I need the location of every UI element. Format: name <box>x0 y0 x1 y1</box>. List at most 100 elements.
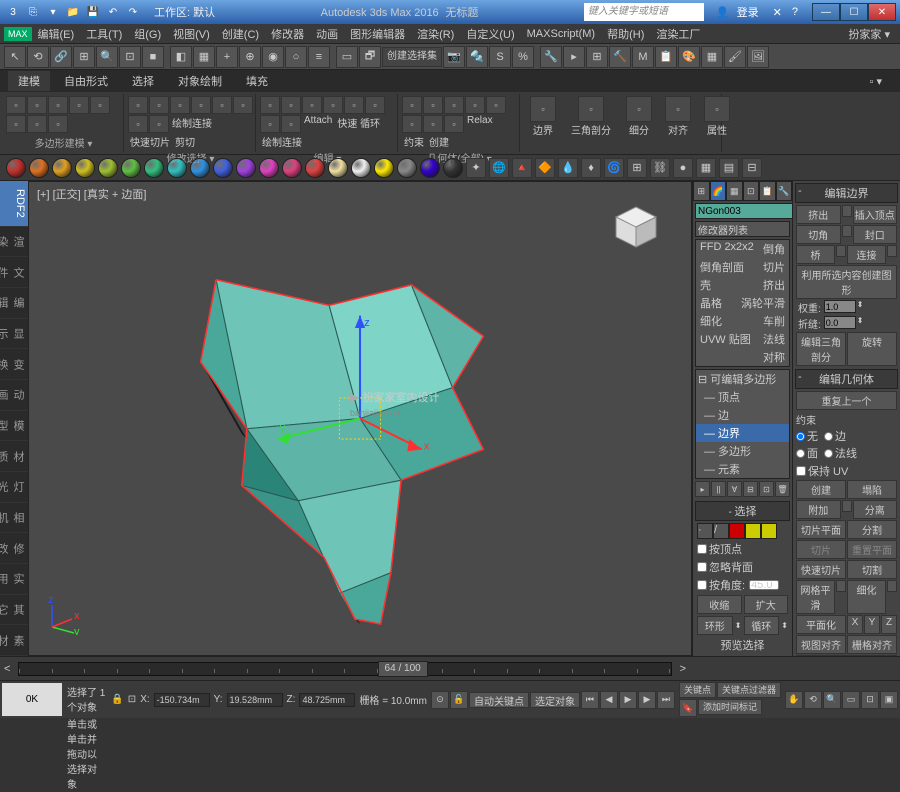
extrude-settings-icon[interactable] <box>842 205 852 217</box>
toolbar-button-21[interactable]: ▸ <box>563 46 585 68</box>
msmooth-button[interactable]: 网格平滑 <box>796 580 835 614</box>
qat-open-icon[interactable]: 📁 <box>64 3 82 21</box>
ribbon-big-button[interactable]: ▫三角剖分 <box>563 96 619 150</box>
stack-item[interactable]: — 顶点 <box>696 388 789 406</box>
toolbar-button-9[interactable]: + <box>216 46 238 68</box>
tessellate-button[interactable]: 细化 <box>847 580 886 614</box>
toolbar-button-22[interactable]: ⊞ <box>586 46 608 68</box>
left-tab-0[interactable]: RDF2 <box>0 181 28 227</box>
ribbon-group-label[interactable]: 多边形建模 ▾ <box>6 135 121 150</box>
stack-tool-1[interactable]: || <box>711 481 726 497</box>
modifier-preset-list[interactable]: FFD 2x2x2倒角倒角剖面切片壳挤出晶格涡轮平滑细化车削UVW 贴图法线对称 <box>695 239 790 367</box>
create-button[interactable]: 创建 <box>796 480 846 499</box>
material-sphere-5[interactable] <box>121 158 141 178</box>
ribbon-tab-populate[interactable]: 填充 <box>236 71 278 91</box>
qat-new-icon[interactable]: ⎘ <box>24 3 42 21</box>
ribbon-icon[interactable]: ▫ <box>90 96 110 114</box>
edge-level-icon[interactable]: / <box>713 523 729 539</box>
menu-renderfactory[interactable]: 渲染工厂 <box>650 26 706 42</box>
ribbon-icon[interactable]: ▫ <box>191 96 211 114</box>
sel-lock-icon[interactable]: 🔓 <box>450 691 468 709</box>
material-sphere-1[interactable] <box>29 158 49 178</box>
toolbar-button-19[interactable]: % <box>512 46 534 68</box>
modifier-list-dropdown[interactable]: 修改器列表 <box>695 221 790 237</box>
left-tab-2[interactable]: 文件 <box>0 257 28 288</box>
menu-render[interactable]: 渲染(R) <box>411 26 460 42</box>
toolbar-button-8[interactable]: ▦ <box>193 46 215 68</box>
ribbon-big-button[interactable]: ▫细分 <box>620 96 658 150</box>
toolbar-button-18[interactable]: S <box>489 46 511 68</box>
ribbon-icon[interactable]: ▫ <box>149 96 169 114</box>
left-tab-12[interactable]: 实用 <box>0 564 28 595</box>
zoom-ext-icon[interactable]: ⊡ <box>861 691 879 709</box>
ribbon-icon[interactable]: ▫ <box>27 96 47 114</box>
material-tool-2[interactable]: 🔺 <box>512 158 532 178</box>
constrain-face-radio[interactable] <box>796 449 805 458</box>
menu-modifiers[interactable]: 修改器 <box>265 26 310 42</box>
material-sphere-2[interactable] <box>52 158 72 178</box>
ribbon-icon[interactable]: ▫ <box>149 115 169 133</box>
edit-tri-button[interactable]: 编辑三角剖分 <box>796 332 846 366</box>
vertex-level-icon[interactable]: · <box>697 523 713 539</box>
ribbon-icon[interactable]: ▫ <box>233 96 253 114</box>
material-sphere-8[interactable] <box>190 158 210 178</box>
toolbar-button-2[interactable]: 🔗 <box>50 46 72 68</box>
z-input[interactable] <box>299 693 355 707</box>
material-sphere-16[interactable] <box>374 158 394 178</box>
cap-button[interactable]: 封口 <box>853 225 898 244</box>
modifier-preset-row[interactable]: 倒角剖面切片 <box>696 258 789 276</box>
ribbon-icon[interactable]: ▫ <box>69 96 89 114</box>
by-angle-checkbox[interactable] <box>697 580 707 590</box>
ribbon-icon[interactable]: ▫ <box>402 96 422 114</box>
ribbon-icon[interactable]: ▫ <box>302 96 322 114</box>
qat-redo-icon[interactable]: ↷ <box>124 3 142 21</box>
material-tool-3[interactable]: 🔶 <box>535 158 555 178</box>
material-tool-0[interactable]: ✦ <box>466 158 486 178</box>
close-button[interactable]: ✕ <box>868 3 896 21</box>
left-tab-5[interactable]: 变换 <box>0 349 28 380</box>
left-tab-1[interactable]: 渲染 <box>0 227 28 258</box>
material-tool-12[interactable]: ⊟ <box>742 158 762 178</box>
ribbon-icon[interactable]: ▫ <box>444 115 464 133</box>
ribbon-big-button[interactable]: ▫边界 <box>524 96 562 150</box>
material-tool-6[interactable]: 🌀 <box>604 158 624 178</box>
ribbon-icon[interactable]: ▫ <box>260 96 280 114</box>
menu-maxscript[interactable]: MAXScript(M) <box>521 28 601 40</box>
modifier-preset-row[interactable]: UVW 贴图法线 <box>696 330 789 348</box>
material-sphere-18[interactable] <box>420 158 440 178</box>
stack-item[interactable]: — 边界 <box>696 424 789 442</box>
qat-save-icon[interactable]: 💾 <box>84 3 102 21</box>
script-listener[interactable]: 0K <box>2 683 62 716</box>
grow-button[interactable]: 扩大 <box>744 595 789 614</box>
ribbon-icon[interactable]: ▫ <box>128 115 148 133</box>
ribbon-icon[interactable]: ▫ <box>323 96 343 114</box>
polygon-level-icon[interactable] <box>745 523 761 539</box>
ribbon-tool-label[interactable]: 剪切 <box>173 134 197 149</box>
material-tool-9[interactable]: ● <box>673 158 693 178</box>
selection-set-dropdown[interactable]: 创建选择集 <box>382 47 442 67</box>
add-time-tag[interactable]: 添加时间标记 <box>698 699 762 715</box>
toolbar-button-23[interactable]: 🔨 <box>609 46 631 68</box>
fov-icon[interactable]: ▭ <box>842 691 860 709</box>
material-sphere-10[interactable] <box>236 158 256 178</box>
exchange-icon[interactable]: ✕ <box>769 6 786 19</box>
ribbon-tool-label[interactable]: Relax <box>465 115 495 133</box>
material-sphere-17[interactable] <box>397 158 417 178</box>
menu-customize[interactable]: 自定义(U) <box>460 26 520 42</box>
ribbon-icon[interactable]: ▫ <box>402 115 422 133</box>
material-tool-5[interactable]: ♦ <box>581 158 601 178</box>
ribbon-tool-label[interactable]: 快速切片 <box>128 134 172 149</box>
qat-undo-icon[interactable]: ↶ <box>104 3 122 21</box>
angle-spinner[interactable] <box>749 580 779 590</box>
ribbon-tool-label[interactable]: 创建 <box>427 134 451 149</box>
material-sphere-11[interactable] <box>259 158 279 178</box>
connect-settings-icon[interactable] <box>887 245 897 257</box>
ribbon-icon[interactable]: ▫ <box>486 96 506 114</box>
ribbon-icon[interactable]: ▫ <box>260 115 280 133</box>
tess-settings-icon[interactable] <box>887 580 897 592</box>
ribbon-icon[interactable]: ▫ <box>6 96 26 114</box>
arc-rotate-icon[interactable]: ⟲ <box>804 691 822 709</box>
cmd-tab-2[interactable]: ▦ <box>726 181 743 201</box>
timeline-prev-icon[interactable]: < <box>0 663 14 675</box>
viewport[interactable]: [+] [正交] [真实 + 边面] <box>28 181 692 656</box>
